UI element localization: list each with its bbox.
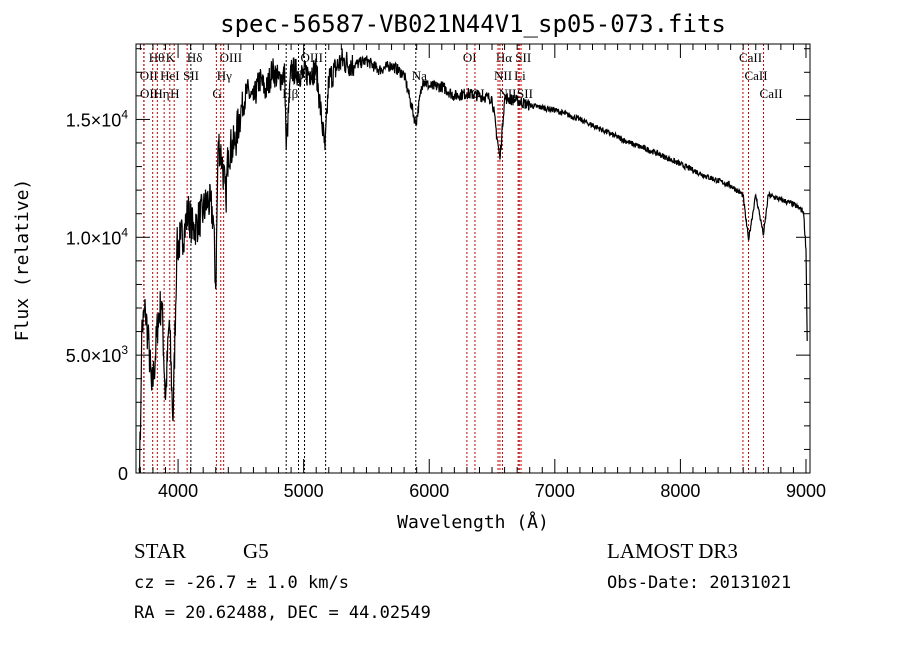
line-marker-label: Hβ [282,86,298,101]
line-marker-label: Na [412,68,427,83]
object-class: STAR [134,539,186,563]
y-tick-label: 5.0×103 [66,343,129,366]
line-marker-label: OII [140,68,158,83]
line-marker-label: SII [183,68,199,83]
x-tick-label: 5000 [284,481,324,501]
line-marker-label: Hθ [149,50,165,65]
line-marker-label: NII [494,68,512,83]
spectrum-line [138,48,808,474]
y-tick-exponent: 4 [121,107,128,121]
x-tick-label: 4000 [158,481,198,501]
survey-name: LAMOST DR3 [607,539,738,563]
y-tick-mantissa: 1.0×10 [66,228,122,248]
x-tick-label: 8000 [660,481,700,501]
line-marker-label: OI [463,50,477,65]
line-marker-label: K [166,50,176,65]
line-marker-label: Li [514,68,526,83]
line-marker-label: OIII [220,50,242,65]
chart-title: spec-56587-VB021N44V1_sp05-073.fits [220,10,726,38]
x-tick-label: 9000 [786,481,826,501]
y-tick-mantissa: 5.0×10 [66,346,122,366]
line-marker-label: H [170,86,179,101]
line-marker-label: CaII [760,86,783,101]
plot-frame [135,43,811,474]
object-subclass: G5 [243,539,269,563]
line-marker-label: Hη [153,86,169,101]
line-marker-label: G [212,86,221,101]
y-tick-mantissa: 1.5×10 [66,110,122,130]
spectrum-series [138,48,808,474]
line-marker-label: Hγ [217,68,232,83]
y-tick-label: 1.0×104 [66,225,129,248]
line-marker-label: Hδ [187,50,203,65]
line-marker-label: CaII [739,50,762,65]
coords-text: RA = 20.62488, DEC = 44.02549 [134,603,431,623]
line-marker-label: SII [517,86,533,101]
x-tick-label: 7000 [535,481,575,501]
y-tick-exponent: 3 [121,343,128,357]
line-marker-label: OIII [301,50,323,65]
line-marker-label: SII [515,50,531,65]
y-tick-label: 0 [118,464,128,484]
redshift-text: cz = -26.7 ± 1.0 km/s [134,573,349,593]
y-tick-mantissa: 0 [118,464,128,484]
line-marker-label: Hα [496,50,512,65]
line-marker-label: HeI [160,68,180,83]
line-marker-label: CaII [744,68,767,83]
y-tick-label: 1.5×104 [66,107,129,130]
y-axis-label: Flux (relative) [12,179,33,342]
y-tick-exponent: 4 [121,225,128,239]
axes: 4000 5000 6000 7000 8000 900005.0×1031.0×1041… [66,44,826,501]
x-axis-label: Wavelength (Å) [397,511,549,533]
obs-date: Obs-Date: 20131021 [607,573,791,593]
x-tick-label: 6000 [409,481,449,501]
line-marker-label: OII [140,86,158,101]
